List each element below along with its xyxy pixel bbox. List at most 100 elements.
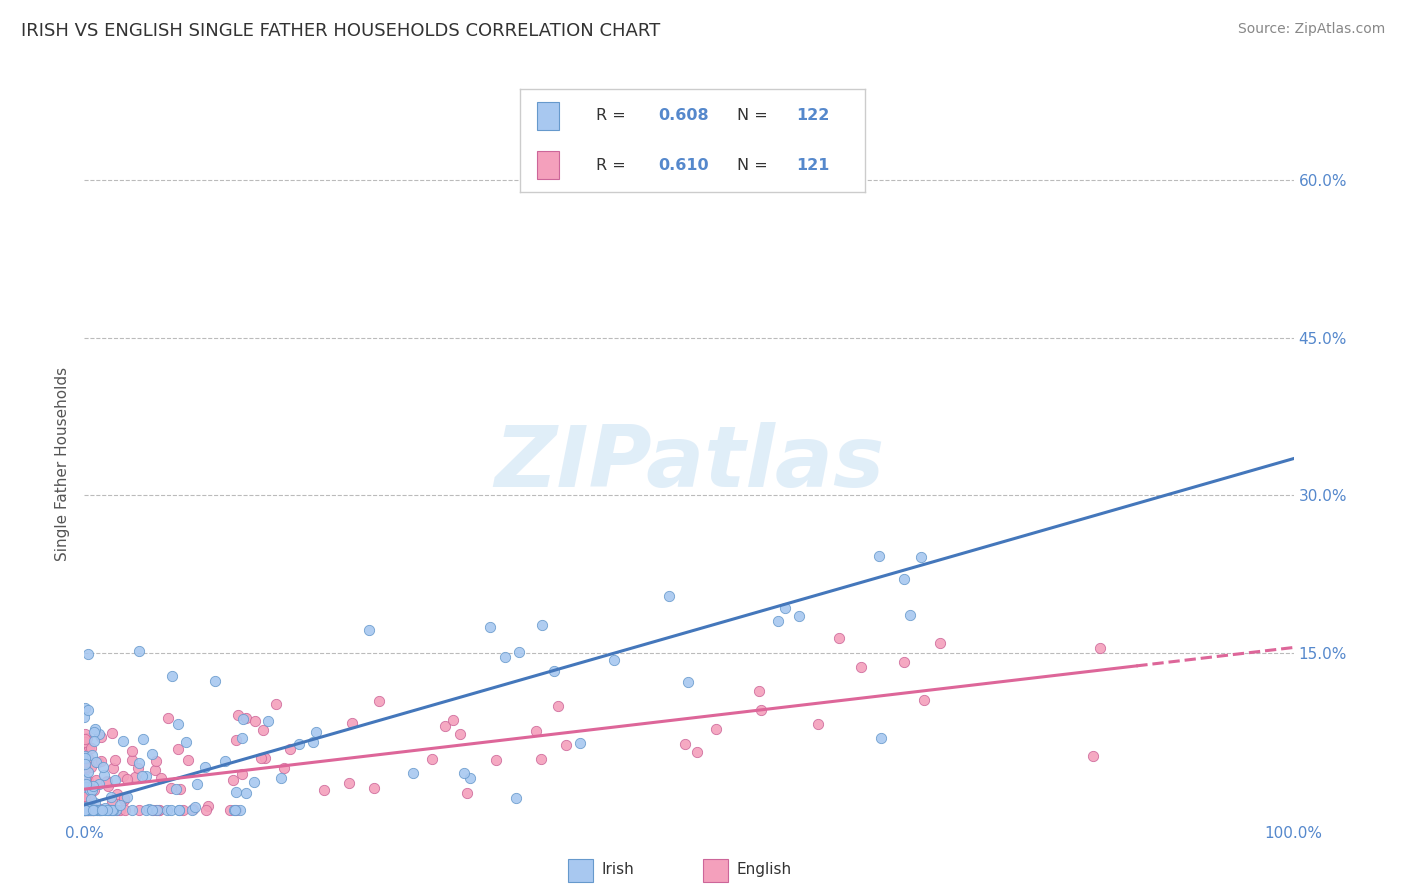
Point: [159, 803, 181, 817]
Point: [100, 726, 122, 740]
Point: [90, 754, 112, 768]
Point: [225, 803, 247, 817]
Point: [312, 783, 335, 797]
Point: [90, 730, 112, 744]
Point: [132, 732, 155, 747]
Point: [87, 803, 110, 817]
Point: [1081, 749, 1104, 764]
Point: [543, 665, 565, 679]
Point: [90, 803, 112, 817]
Point: [94, 801, 117, 815]
Point: [686, 745, 709, 759]
Point: [148, 803, 170, 817]
Point: [83, 782, 105, 797]
Point: [75, 803, 97, 817]
Point: [105, 803, 128, 817]
Point: [105, 803, 128, 817]
Point: [77, 647, 100, 661]
Point: [82, 779, 104, 793]
Point: [75, 760, 97, 774]
Point: [103, 803, 125, 817]
FancyBboxPatch shape: [537, 102, 560, 130]
Text: 0.610: 0.610: [658, 158, 709, 173]
Point: [75, 777, 97, 791]
Point: [162, 668, 184, 682]
Point: [73, 803, 96, 817]
Point: [89, 803, 111, 817]
Point: [73, 788, 96, 802]
Point: [75, 751, 97, 765]
Point: [441, 714, 464, 728]
Point: [456, 786, 478, 800]
Text: R =: R =: [596, 158, 631, 173]
Point: [117, 789, 139, 804]
Point: [214, 754, 236, 768]
Point: [80, 803, 103, 817]
Point: [243, 714, 266, 728]
Point: [278, 742, 301, 756]
Point: [73, 710, 96, 724]
Point: [79, 803, 101, 817]
Point: [131, 769, 153, 783]
Point: [77, 773, 100, 788]
Text: 122: 122: [796, 108, 830, 123]
Point: [84, 797, 107, 811]
Point: [363, 780, 385, 795]
Point: [603, 653, 626, 667]
Point: [79, 788, 101, 802]
Point: [337, 775, 360, 789]
Text: N =: N =: [737, 108, 773, 123]
Point: [73, 803, 96, 817]
Point: [80, 740, 103, 755]
Text: ZIPatlas: ZIPatlas: [494, 422, 884, 506]
Point: [73, 789, 96, 804]
Point: [79, 803, 101, 817]
Point: [83, 724, 105, 739]
Point: [75, 803, 97, 817]
Point: [787, 609, 810, 624]
Point: [181, 802, 204, 816]
Point: [97, 803, 120, 817]
Point: [225, 732, 247, 747]
Point: [121, 803, 143, 817]
Point: [141, 803, 163, 817]
Point: [893, 573, 915, 587]
Point: [148, 803, 170, 817]
Point: [494, 649, 516, 664]
Point: [82, 803, 104, 817]
Point: [97, 779, 120, 793]
Point: [530, 751, 553, 765]
Point: [77, 765, 100, 780]
Point: [84, 755, 107, 769]
Point: [143, 763, 166, 777]
Text: Irish: Irish: [602, 863, 634, 877]
Point: [828, 631, 851, 645]
Point: [89, 777, 111, 791]
Point: [73, 771, 96, 785]
Point: [156, 711, 179, 725]
Point: [91, 803, 114, 817]
Point: [128, 803, 150, 817]
Point: [79, 784, 101, 798]
Point: [368, 693, 391, 707]
Point: [166, 717, 188, 731]
Point: [893, 655, 915, 669]
Point: [270, 771, 292, 785]
Point: [101, 794, 124, 808]
Point: [449, 727, 471, 741]
Point: [112, 793, 135, 807]
Point: [898, 607, 921, 622]
Point: [112, 791, 135, 805]
Point: [135, 803, 157, 817]
Point: [82, 803, 104, 817]
Point: [100, 789, 122, 804]
Point: [73, 763, 96, 777]
Point: [79, 782, 101, 797]
Point: [870, 731, 893, 746]
Point: [73, 746, 96, 760]
Point: [73, 792, 96, 806]
Point: [128, 756, 150, 771]
Point: [485, 753, 508, 767]
Point: [676, 674, 699, 689]
Point: [121, 754, 143, 768]
